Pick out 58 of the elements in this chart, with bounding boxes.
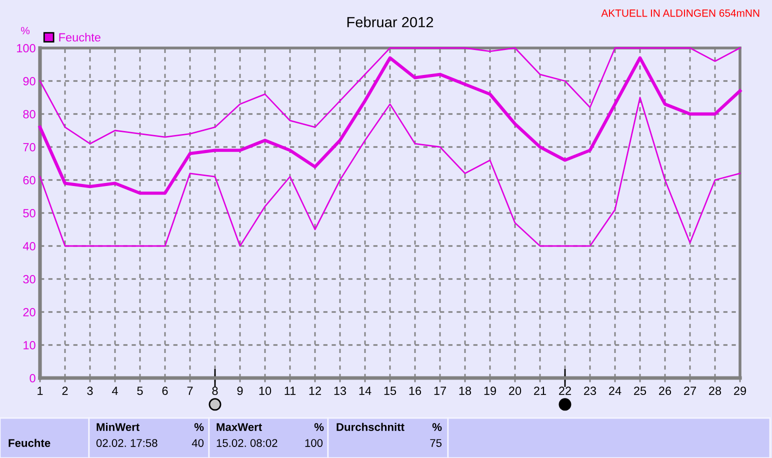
y-tick-label: 30 (23, 275, 36, 284)
x-tick-label: 18 (459, 386, 472, 396)
x-tick-label: 20 (509, 386, 522, 396)
text: % (432, 423, 442, 431)
text: Feuchte (8, 438, 50, 447)
x-tick-label: 2 (62, 386, 68, 395)
text: 100 (305, 439, 323, 447)
x-tick-label: 26 (659, 386, 672, 396)
text: Durchschnitt (336, 422, 404, 431)
x-tick-label: 29 (734, 386, 746, 396)
y-tick-label: 60 (23, 176, 36, 184)
text: AKTUELL IN ALDINGEN 654mNN (601, 9, 760, 17)
text: 75 (430, 439, 442, 447)
text: 15.02. 08:02 (216, 439, 278, 447)
legend-label: Feuchte (59, 32, 100, 42)
y-axis-title: % (21, 26, 30, 34)
x-tick-label: 5 (137, 386, 143, 396)
x-tick-label: 12 (309, 386, 321, 395)
x-tick-label: 6 (162, 386, 168, 396)
line-series (38, 56, 742, 195)
x-tick-label: 23 (584, 386, 596, 396)
x-tick-label: 13 (334, 386, 346, 396)
text: MaxWert (216, 423, 262, 431)
y-tick-label: 100 (17, 44, 36, 52)
x-tick-label: 1 (38, 386, 43, 395)
x-tick-label: 10 (259, 386, 272, 396)
x-tick-label: 11 (284, 386, 296, 395)
chart-title: Februar 2012 (347, 16, 434, 28)
line-series (39, 96, 741, 247)
text: 02.02. 17:58 (96, 439, 158, 447)
x-tick-label: 25 (634, 386, 646, 396)
y-tick-label: 10 (24, 341, 36, 350)
y-tick-label: 90 (23, 77, 36, 86)
x-tick-label: 22 (559, 386, 571, 395)
text: % (194, 423, 204, 431)
x-tick-label: 17 (434, 386, 446, 395)
x-tick-label: 27 (684, 386, 696, 395)
text: % (314, 423, 324, 431)
x-tick-label: 8 (212, 386, 218, 396)
x-tick-label: 28 (709, 386, 722, 396)
x-tick-label: 4 (112, 386, 118, 395)
x-tick-label: 15 (384, 386, 396, 396)
x-tick-label: 14 (359, 386, 372, 395)
y-tick-label: 40 (22, 242, 36, 250)
x-tick-label: 9 (237, 386, 243, 396)
x-tick-label: 24 (609, 386, 622, 395)
text: 40 (192, 439, 204, 447)
text: MinWert (96, 422, 140, 431)
y-tick-label: 70 (23, 143, 36, 152)
y-tick-label: 80 (23, 110, 36, 118)
y-tick-label: 50 (23, 209, 36, 218)
x-tick-label: 19 (484, 386, 496, 396)
x-tick-label: 7 (187, 386, 193, 395)
x-tick-label: 16 (409, 386, 422, 396)
x-tick-label: 21 (534, 386, 546, 395)
x-tick-label: 3 (87, 386, 93, 396)
y-tick-label: 0 (30, 374, 36, 382)
y-tick-label: 20 (23, 308, 36, 316)
